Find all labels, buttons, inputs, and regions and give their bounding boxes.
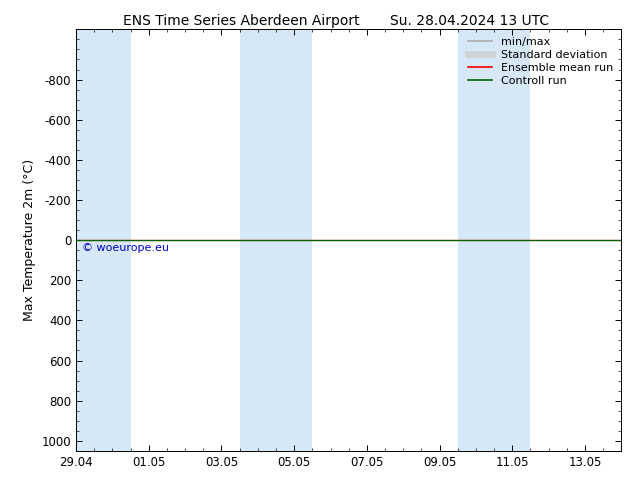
Text: ENS Time Series Aberdeen Airport: ENS Time Series Aberdeen Airport [122, 14, 359, 28]
Y-axis label: Max Temperature 2m (°C): Max Temperature 2m (°C) [23, 159, 36, 321]
Bar [240, 29, 313, 451]
Legend: min/max, Standard deviation, Ensemble mean run, Controll run: min/max, Standard deviation, Ensemble me… [466, 35, 616, 88]
Bar [458, 29, 531, 451]
Bar [76, 29, 131, 451]
Text: Su. 28.04.2024 13 UTC: Su. 28.04.2024 13 UTC [390, 14, 548, 28]
Text: © woeurope.eu: © woeurope.eu [82, 243, 169, 253]
